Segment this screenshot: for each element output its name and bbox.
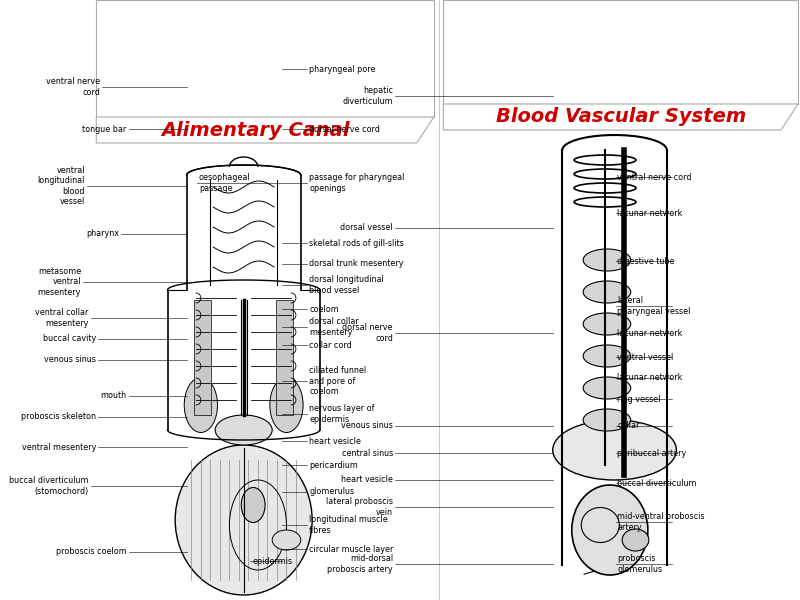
Text: ventral nerve cord: ventral nerve cord — [618, 173, 692, 181]
Text: dorsal nerve
cord: dorsal nerve cord — [342, 323, 393, 343]
Text: buccal diverticulum
(stomochord): buccal diverticulum (stomochord) — [9, 476, 89, 496]
Text: oesophageal
passage: oesophageal passage — [199, 173, 250, 193]
Text: heart vesicle: heart vesicle — [310, 437, 361, 445]
Text: dorsal longitudinal
blood vessel: dorsal longitudinal blood vessel — [310, 275, 384, 295]
Text: collar: collar — [618, 421, 640, 431]
Ellipse shape — [272, 530, 301, 550]
Text: lacunar network: lacunar network — [618, 329, 682, 337]
Text: lateral proboscis
vein: lateral proboscis vein — [326, 497, 393, 517]
Text: Blood Vascular System: Blood Vascular System — [496, 107, 746, 127]
Text: ventral vessel: ventral vessel — [618, 352, 674, 361]
Text: ring vessel: ring vessel — [618, 395, 661, 403]
Bar — [96, 0, 434, 117]
Text: pharyngeal pore: pharyngeal pore — [310, 64, 376, 73]
Ellipse shape — [583, 281, 630, 303]
Text: tongue bar: tongue bar — [82, 124, 126, 133]
Text: dorsal trunk mesentery: dorsal trunk mesentery — [310, 259, 404, 269]
Text: venous sinus: venous sinus — [44, 355, 96, 364]
Text: mid-ventral proboscis
artery: mid-ventral proboscis artery — [618, 512, 705, 532]
Text: peribuccal artery: peribuccal artery — [618, 449, 686, 457]
Ellipse shape — [583, 377, 630, 399]
Polygon shape — [96, 117, 434, 143]
Polygon shape — [443, 104, 798, 130]
Text: epidermis: epidermis — [252, 557, 292, 565]
Bar — [194, 300, 211, 415]
Text: glomerulus: glomerulus — [310, 487, 354, 496]
Ellipse shape — [622, 529, 649, 551]
Text: dorsal collar
mesentery: dorsal collar mesentery — [310, 317, 359, 337]
Text: ventral nerve
cord: ventral nerve cord — [46, 77, 100, 97]
Text: pharynx: pharynx — [86, 229, 119, 238]
Text: circular muscle layer: circular muscle layer — [310, 545, 394, 553]
Text: ventral collar
mesentery: ventral collar mesentery — [35, 308, 89, 328]
Text: digestive tube: digestive tube — [618, 257, 675, 265]
Ellipse shape — [242, 487, 265, 523]
Text: nervous layer of
epidermis: nervous layer of epidermis — [310, 404, 374, 424]
Text: central sinus: central sinus — [342, 449, 393, 457]
Text: proboscis coelom: proboscis coelom — [56, 547, 126, 557]
Text: mid-dorsal
proboscis artery: mid-dorsal proboscis artery — [327, 554, 393, 574]
Text: dorsal nerve cord: dorsal nerve cord — [310, 124, 380, 133]
Ellipse shape — [572, 485, 648, 575]
Text: coelom: coelom — [310, 304, 339, 313]
Ellipse shape — [583, 249, 630, 271]
Text: buccal diverticulum: buccal diverticulum — [618, 479, 697, 488]
Text: metasome
ventral
mesentery: metasome ventral mesentery — [38, 267, 81, 297]
Text: longitudinal muscle
fibres: longitudinal muscle fibres — [310, 515, 388, 535]
Text: heart vesicle: heart vesicle — [341, 475, 393, 485]
Text: buccal cavity: buccal cavity — [43, 334, 96, 343]
Ellipse shape — [553, 420, 676, 480]
Text: proboscis skeleton: proboscis skeleton — [22, 412, 96, 421]
Text: collar cord: collar cord — [310, 340, 352, 349]
Text: pericardium: pericardium — [310, 461, 358, 469]
Ellipse shape — [215, 415, 272, 445]
Text: mouth: mouth — [101, 391, 126, 401]
Ellipse shape — [583, 409, 630, 431]
Text: Alimentary Canal: Alimentary Canal — [162, 121, 350, 139]
Ellipse shape — [184, 377, 218, 433]
Text: skeletal rods of gill-slits: skeletal rods of gill-slits — [310, 238, 404, 247]
Ellipse shape — [175, 445, 312, 595]
Text: lacunar network: lacunar network — [618, 373, 682, 383]
Text: venous sinus: venous sinus — [341, 421, 393, 431]
Text: ventral mesentery: ventral mesentery — [22, 443, 96, 451]
Bar — [276, 300, 293, 415]
Text: dorsal vessel: dorsal vessel — [340, 223, 393, 232]
Ellipse shape — [270, 377, 303, 433]
Text: hepatic
diverticulum: hepatic diverticulum — [342, 86, 393, 106]
Text: lacunar network: lacunar network — [618, 208, 682, 217]
Text: passage for pharyngeal
openings: passage for pharyngeal openings — [310, 173, 405, 193]
Ellipse shape — [583, 345, 630, 367]
Bar — [443, 0, 798, 104]
Text: lateral
pharyngeal vessel: lateral pharyngeal vessel — [618, 296, 690, 316]
Text: ciliated funnel
and pore of
coelom: ciliated funnel and pore of coelom — [310, 366, 366, 396]
Text: proboscis
glomerulus: proboscis glomerulus — [618, 554, 662, 574]
Ellipse shape — [583, 313, 630, 335]
Text: ventral
longitudinal
blood
vessel: ventral longitudinal blood vessel — [38, 166, 85, 206]
